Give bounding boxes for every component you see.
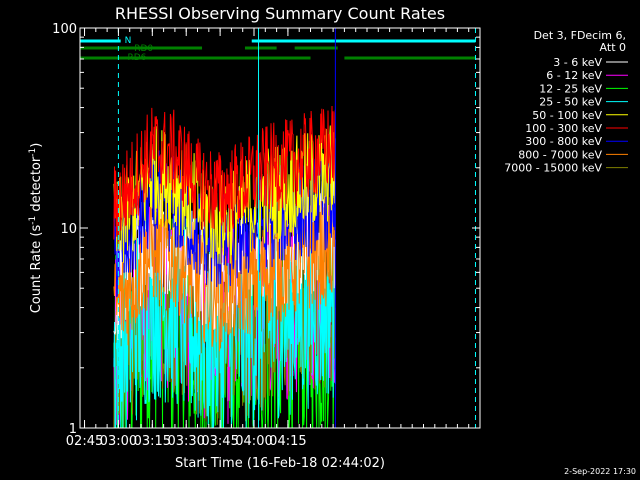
flag-label-rd6: RD6 (127, 53, 146, 63)
y-tick-label: 1 (69, 422, 77, 437)
x-tick-label: 04:00 (235, 434, 272, 449)
series-100-300-kev (113, 105, 336, 242)
x-tick-label: 03:15 (134, 434, 171, 449)
y-axis-label-mid: detector (29, 156, 44, 216)
legend-header-line1: Det 3, FDecim 6, (534, 29, 626, 42)
flag-label-rd0: RD0 (134, 44, 153, 54)
x-tick-label: 03:45 (201, 434, 238, 449)
legend-entry-label: 7000 - 15000 keV (504, 162, 602, 175)
chart-title: RHESSI Observing Summary Count Rates (115, 4, 445, 23)
legend-entry-label: 3 - 6 keV (553, 56, 602, 69)
x-axis-label: Start Time (16-Feb-18 02:44:02) (175, 456, 385, 471)
series-50-100-kev (113, 125, 336, 265)
legend-entry-label: 800 - 7000 keV (518, 148, 602, 161)
x-tick-label: 03:30 (167, 434, 204, 449)
y-axis-label-sup: -1 (28, 216, 38, 225)
legend-entry-label: 25 - 50 keV (539, 96, 602, 109)
y-axis-label-sup2: -1 (28, 148, 38, 157)
y-tick-label: 10 (60, 222, 77, 237)
y-axis-label: Count Rate (s-1 detector-1) (28, 143, 44, 314)
legend-header-line2: Att 0 (600, 41, 626, 54)
legend-entry-label: 100 - 300 keV (525, 122, 602, 135)
legend-entry-label: 6 - 12 keV (546, 69, 602, 82)
x-tick-label: 03:00 (100, 434, 137, 449)
x-tick-label: 04:15 (269, 434, 306, 449)
legend-entry-label: 12 - 25 keV (539, 82, 602, 95)
y-axis-label-end: ) (29, 143, 44, 148)
legend-entry-label: 300 - 800 keV (525, 135, 602, 148)
y-axis-label-main: Count Rate (s (29, 225, 44, 314)
legend-entry-label: 50 - 100 keV (532, 109, 602, 122)
y-tick-label: 100 (52, 22, 77, 37)
data-traces (113, 105, 336, 428)
flag-label-n: N (125, 36, 132, 46)
x-tick-label: 02:45 (66, 434, 103, 449)
timestamp: 2-Sep-2022 17:30 (564, 467, 636, 476)
